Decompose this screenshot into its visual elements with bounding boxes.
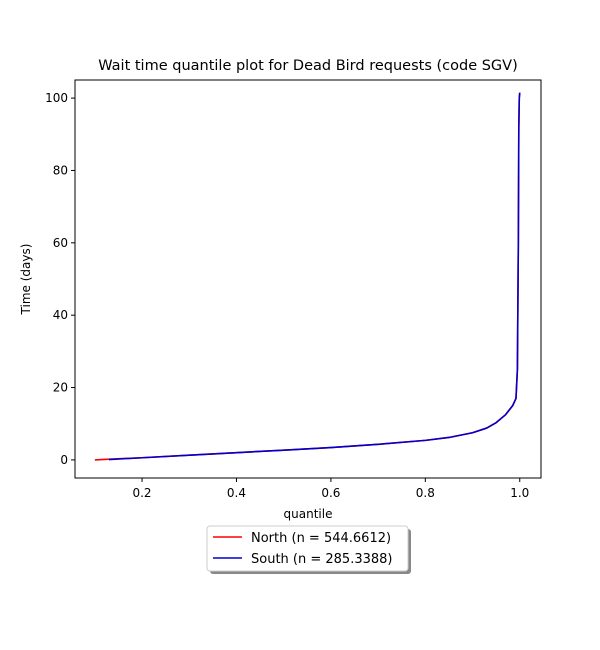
legend-label: South (n = 285.3388) [251,552,392,567]
y-tick-label: 20 [53,381,68,395]
y-tick-label: 60 [53,236,68,250]
x-tick-label: 1.0 [510,486,529,500]
series-group [94,92,521,461]
legend-label: North (n = 544.6612) [251,531,391,546]
x-tick-label: 0.2 [132,486,151,500]
x-axis-label: quantile [284,507,333,521]
plot-area [74,79,542,479]
y-tick-label: 0 [60,453,68,467]
chart-title: Wait time quantile plot for Dead Bird re… [98,58,518,74]
plot-frame [74,79,542,479]
y-tick-label: 100 [45,91,68,105]
y-tick-label: 40 [53,308,68,322]
y-axis: 0 20 40 60 80 100 [45,91,75,467]
legend-entries: North (n = 544.6612) South (n = 285.3388) [213,531,392,567]
y-tick-label: 80 [53,163,68,177]
x-tick-label: 0.6 [321,486,340,500]
series-line-south [108,92,521,461]
legend-box [206,525,409,572]
x-axis: 0.2 0.4 0.6 0.8 1.0 [132,478,529,500]
x-tick-label: 0.4 [227,486,246,500]
x-tick-label: 0.8 [416,486,435,500]
legend: North (n = 544.6612) South (n = 285.3388) [206,525,411,574]
y-axis-label: Time (days) [19,244,33,316]
